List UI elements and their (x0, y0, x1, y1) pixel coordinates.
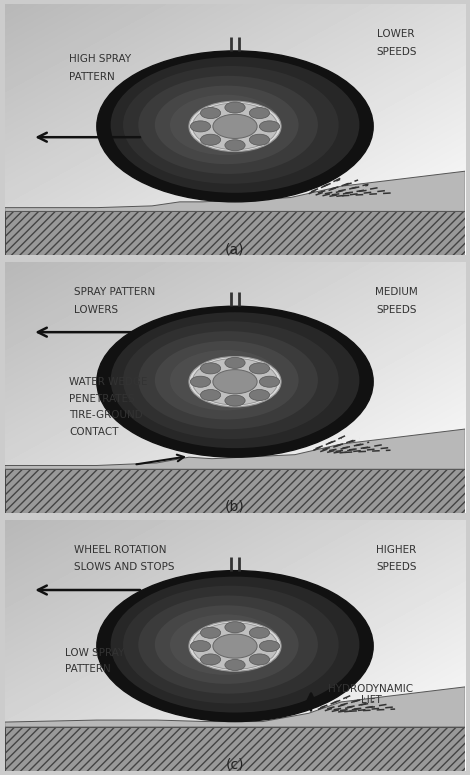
Ellipse shape (97, 570, 373, 722)
Ellipse shape (97, 306, 373, 457)
Text: WHEEL ROTATION: WHEEL ROTATION (74, 545, 166, 555)
Ellipse shape (249, 654, 270, 665)
Ellipse shape (249, 134, 270, 145)
Ellipse shape (189, 102, 281, 152)
Ellipse shape (200, 654, 221, 665)
Ellipse shape (259, 376, 280, 388)
Ellipse shape (259, 641, 280, 652)
Ellipse shape (190, 641, 211, 652)
Ellipse shape (249, 627, 270, 639)
Text: HIGH SPRAY: HIGH SPRAY (69, 54, 131, 64)
Text: LOWER: LOWER (377, 29, 415, 39)
Text: PATTERN: PATTERN (64, 664, 110, 674)
Text: HYDRODYNAMIC
LIFT: HYDRODYNAMIC LIFT (329, 684, 414, 705)
Ellipse shape (200, 108, 221, 119)
Ellipse shape (138, 76, 318, 174)
Ellipse shape (225, 395, 245, 406)
Ellipse shape (123, 322, 338, 439)
Ellipse shape (225, 622, 245, 632)
Ellipse shape (155, 341, 298, 419)
Text: (a): (a) (225, 242, 245, 257)
Ellipse shape (249, 363, 270, 374)
Bar (5, 727, 465, 771)
Bar (5, 212, 465, 256)
Polygon shape (5, 429, 465, 469)
Ellipse shape (123, 66, 338, 184)
Text: HIGHER: HIGHER (376, 545, 416, 555)
Ellipse shape (192, 103, 278, 150)
Text: LOWERS: LOWERS (74, 305, 118, 315)
Ellipse shape (259, 121, 280, 132)
Ellipse shape (225, 660, 245, 670)
Ellipse shape (225, 102, 245, 113)
Text: SLOWS AND STOPS: SLOWS AND STOPS (74, 563, 174, 573)
Ellipse shape (249, 108, 270, 119)
Ellipse shape (170, 615, 281, 675)
Ellipse shape (225, 140, 245, 151)
Ellipse shape (189, 356, 281, 407)
Text: LOW SPRAY: LOW SPRAY (64, 648, 124, 658)
Bar (5, 727, 465, 771)
Text: WATER WEDGE: WATER WEDGE (69, 377, 148, 388)
Ellipse shape (138, 331, 318, 429)
Ellipse shape (200, 363, 221, 374)
Polygon shape (5, 171, 465, 212)
Ellipse shape (97, 51, 373, 202)
Text: SPEEDS: SPEEDS (376, 46, 416, 57)
Ellipse shape (170, 95, 281, 155)
Ellipse shape (192, 623, 278, 670)
Ellipse shape (190, 376, 211, 388)
Text: (b): (b) (225, 500, 245, 514)
Text: SPRAY PATTERN: SPRAY PATTERN (74, 287, 155, 297)
Ellipse shape (192, 359, 278, 405)
Bar (5, 212, 465, 256)
Bar (5, 469, 465, 513)
Ellipse shape (110, 312, 360, 448)
Ellipse shape (200, 627, 221, 639)
Text: CONTACT: CONTACT (69, 426, 119, 436)
Ellipse shape (155, 85, 298, 164)
Ellipse shape (213, 114, 257, 139)
Ellipse shape (170, 350, 281, 411)
Ellipse shape (123, 586, 338, 704)
Ellipse shape (200, 390, 221, 401)
Bar (5, 469, 465, 513)
Ellipse shape (249, 390, 270, 401)
Ellipse shape (190, 121, 211, 132)
Ellipse shape (110, 57, 360, 193)
Ellipse shape (189, 621, 281, 671)
Text: SPEEDS: SPEEDS (376, 305, 416, 315)
Text: MEDIUM: MEDIUM (375, 287, 417, 297)
Ellipse shape (155, 605, 298, 684)
Ellipse shape (110, 577, 360, 712)
Text: TIRE-GROUND: TIRE-GROUND (69, 410, 143, 420)
Ellipse shape (138, 595, 318, 694)
Polygon shape (5, 687, 465, 727)
Text: PATTERN: PATTERN (69, 72, 115, 82)
Text: (c): (c) (226, 758, 244, 772)
Ellipse shape (200, 134, 221, 145)
Ellipse shape (213, 370, 257, 394)
Text: SPEEDS: SPEEDS (376, 563, 416, 573)
Ellipse shape (213, 634, 257, 658)
Ellipse shape (225, 357, 245, 368)
Text: PENETRATES: PENETRATES (69, 394, 135, 404)
